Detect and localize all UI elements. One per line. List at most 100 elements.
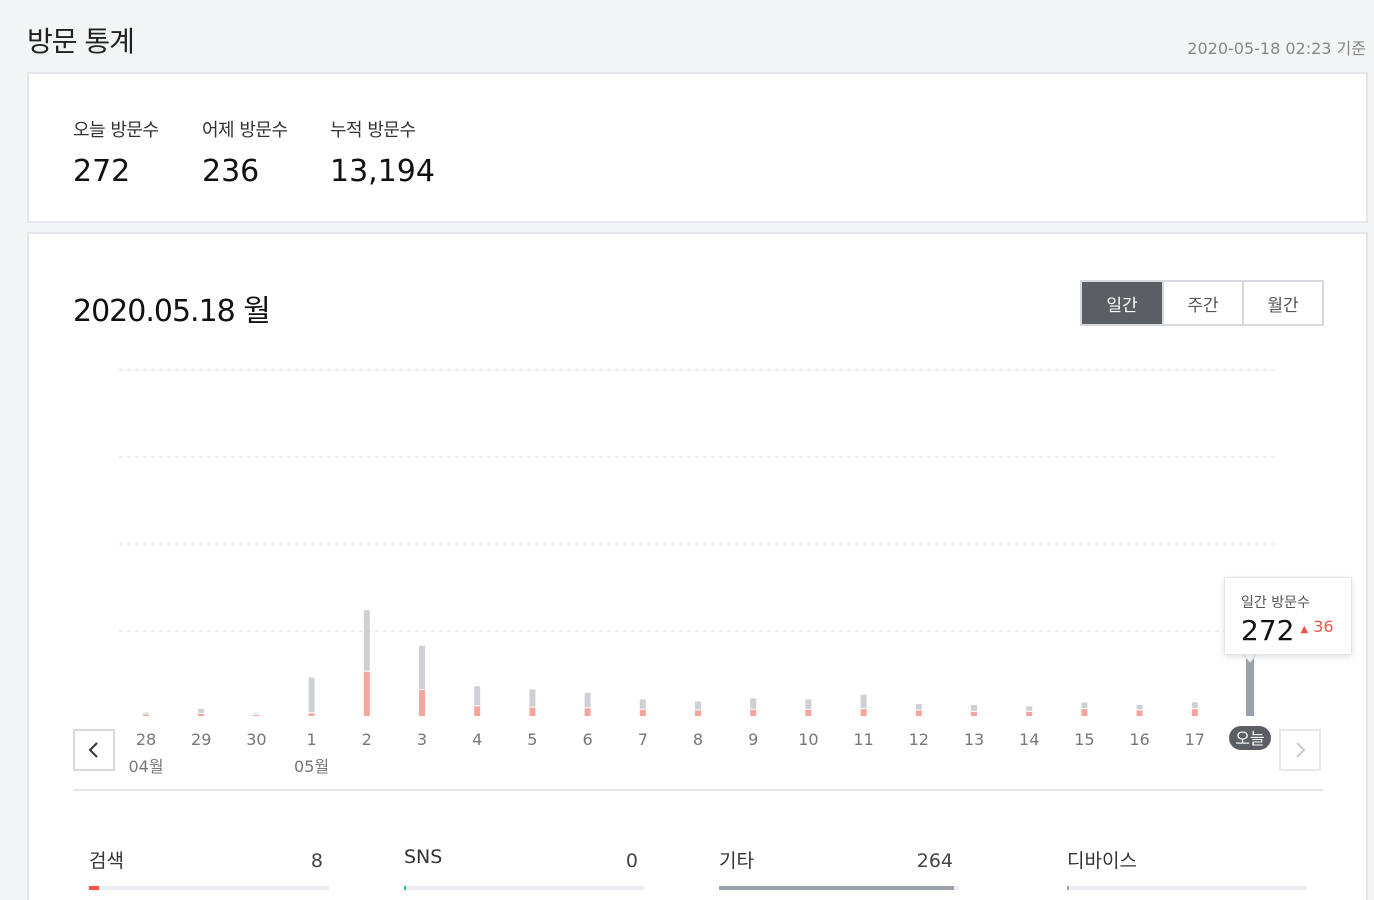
bar-other[interactable] <box>308 677 315 713</box>
bar-search[interactable] <box>143 714 149 716</box>
bar-other[interactable] <box>639 699 646 709</box>
bar-search[interactable] <box>639 709 646 716</box>
tick-label: 13 <box>964 730 984 749</box>
bar-search[interactable] <box>1136 710 1143 716</box>
tick-label: 4 <box>472 730 482 749</box>
timestamp: 2020-05-18 02:23 기준 <box>1187 39 1366 58</box>
bar-other[interactable] <box>253 713 260 714</box>
bar-other[interactable] <box>750 698 757 709</box>
source-value: 0 <box>625 850 638 872</box>
source-label: 기타 <box>719 850 754 872</box>
bar-search[interactable] <box>1026 711 1033 716</box>
bar-search[interactable] <box>695 710 701 716</box>
bar-search[interactable] <box>419 690 425 716</box>
next-button[interactable] <box>1279 729 1321 771</box>
source-value: 264 <box>916 850 953 872</box>
source-label: 검색 <box>89 850 124 872</box>
source-track <box>89 886 329 890</box>
tick-label: 28 <box>136 730 156 749</box>
bar-other[interactable] <box>419 645 425 690</box>
source-fill <box>89 886 99 890</box>
today-pill <box>1229 726 1271 750</box>
bar-search[interactable] <box>308 713 315 716</box>
tick-label: 6 <box>583 730 593 749</box>
tooltip-pointer <box>1241 653 1259 663</box>
bar-other[interactable] <box>529 689 536 707</box>
period-weekly-button[interactable]: 주간 <box>1162 282 1242 324</box>
source-track <box>404 886 644 890</box>
divider <box>73 789 1323 791</box>
bar-other[interactable] <box>1136 704 1143 710</box>
tooltip-diff: ▲ 36 <box>1300 617 1333 636</box>
bar-search[interactable] <box>971 711 977 716</box>
bar-other[interactable] <box>363 610 370 671</box>
bar-other[interactable] <box>860 694 867 709</box>
bar-other[interactable] <box>198 708 205 713</box>
bar-search[interactable] <box>363 671 370 716</box>
bar-other[interactable] <box>915 703 922 710</box>
stat-total-label: 누적 방문수 <box>330 120 416 141</box>
tick-label: 30 <box>246 730 266 749</box>
bar-other[interactable] <box>143 712 149 714</box>
tooltip-label: 일간 방문수 <box>1241 595 1310 611</box>
tick-label: 1 <box>307 730 317 749</box>
chart-card: 2020.05.18 월 일간 주간 월간 28 29 30 1 2 3 4 5 6 7 8 9 10 1… <box>27 232 1368 900</box>
stat-yesterday-label: 어제 방문수 <box>202 120 288 141</box>
source-value: 8 <box>310 850 323 872</box>
tick-label: 2 <box>362 730 372 749</box>
tick-label: 14 <box>1019 730 1039 749</box>
bar-search[interactable] <box>915 710 922 716</box>
tick-label: 8 <box>693 730 703 749</box>
bar-search[interactable] <box>474 706 481 716</box>
source-track <box>719 886 959 890</box>
bar-search[interactable] <box>750 709 757 716</box>
bar-other[interactable] <box>805 699 812 709</box>
bar-search[interactable] <box>1081 709 1088 716</box>
stat-yesterday-value: 236 <box>202 154 260 189</box>
tooltip-value-row: 272 ▲ 36 <box>1241 614 1351 647</box>
bar-search[interactable] <box>860 709 867 716</box>
period-daily-button[interactable]: 일간 <box>1082 282 1162 324</box>
bar-other[interactable] <box>474 686 481 706</box>
period-monthly-button[interactable]: 월간 <box>1242 282 1322 324</box>
bar-other[interactable] <box>971 704 977 711</box>
bar-other[interactable] <box>1081 702 1088 709</box>
tick-label: 15 <box>1074 730 1094 749</box>
tick-label: 16 <box>1129 730 1149 749</box>
bar-other[interactable] <box>1026 706 1033 711</box>
source-fill <box>1067 886 1070 890</box>
chevron-right-icon <box>1296 742 1306 758</box>
bar-search[interactable] <box>1191 709 1198 716</box>
bar-search[interactable] <box>805 709 812 716</box>
tick-label: 7 <box>638 730 648 749</box>
tick-label: 9 <box>748 730 758 749</box>
source-fill <box>719 886 955 890</box>
period-toggle: 일간 주간 월간 <box>1080 280 1324 326</box>
stat-today: 오늘 방문수 272 <box>73 116 159 189</box>
bar-search[interactable] <box>529 707 536 716</box>
prev-button[interactable] <box>73 729 115 771</box>
month-label: 05월 <box>294 757 329 776</box>
tick-label: 11 <box>853 730 873 749</box>
month-label: 04월 <box>128 757 163 776</box>
page-title: 방문 통계 <box>27 25 135 58</box>
bar-other[interactable] <box>695 701 701 710</box>
stat-today-value: 272 <box>73 154 131 189</box>
bar-search[interactable] <box>198 713 205 716</box>
bar-other[interactable] <box>584 692 591 708</box>
tick-label: 5 <box>527 730 537 749</box>
bar-other[interactable] <box>1191 702 1198 709</box>
tooltip: 일간 방문수 272 ▲ 36 <box>1224 577 1352 655</box>
bar-search[interactable] <box>253 714 260 716</box>
stat-yesterday: 어제 방문수 236 <box>202 116 288 189</box>
tick-label: 29 <box>191 730 211 749</box>
tick-label: 3 <box>417 730 427 749</box>
bar-search[interactable] <box>584 708 591 716</box>
tick-label: 오늘 <box>1235 729 1264 748</box>
tooltip-value: 272 <box>1241 614 1295 647</box>
tick-label: 17 <box>1185 730 1205 749</box>
bar-today[interactable] <box>1246 621 1254 716</box>
tick-label: 12 <box>909 730 929 749</box>
stat-total-value: 13,194 <box>330 154 435 189</box>
